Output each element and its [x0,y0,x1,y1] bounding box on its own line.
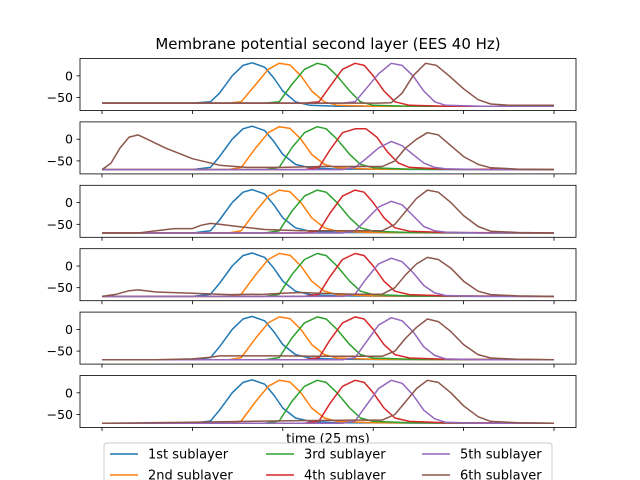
y-tick-label: 0 [65,385,73,400]
series-line-4th-sublayer [102,379,555,424]
series-line-5th-sublayer [102,316,554,361]
series-line-5th-sublayer [102,62,554,107]
legend-label-2nd-sublayer: 2nd sublayer [148,469,233,480]
axes-frame [79,248,577,302]
series-line-1st-sublayer [102,188,554,234]
series-line-4th-sublayer [102,62,554,107]
y-tick-label: −50 [47,407,73,422]
axes-frame [79,311,577,365]
series-line-1st-sublayer [102,62,554,107]
series-line-6th-sublayer [102,189,555,234]
axes-frame [79,58,577,111]
axes-frame [79,375,577,428]
subplot-panel-5: 0−50 [47,311,577,368]
series-line-1st-sublayer [102,125,554,171]
legend-label-1st-sublayer: 1st sublayer [148,448,229,463]
y-tick-label: 0 [65,132,73,147]
axes-frame [79,121,577,175]
series-line-2nd-sublayer [102,316,555,361]
series-line-4th-sublayer [102,189,555,234]
series-line-3rd-sublayer [102,125,555,171]
series-line-2nd-sublayer [102,125,555,171]
y-tick-label: −50 [47,90,73,105]
series-line-6th-sublayer [102,62,554,107]
legend-box [103,442,553,480]
axes-frame [79,184,577,238]
y-tick-label: −50 [47,280,73,295]
subplot-panel-6: 0−50 [47,375,577,431]
series-line-2nd-sublayer [102,62,554,107]
subplot-panel-3: 0−50 [47,184,577,241]
y-tick-label: 0 [65,322,73,337]
series-line-5th-sublayer [102,140,554,171]
subplot-panel-2: 0−50 [47,121,577,178]
series-line-1st-sublayer [102,315,554,361]
series-line-4th-sublayer [102,316,555,361]
series-line-6th-sublayer [102,318,555,361]
y-tick-label: −50 [47,217,73,232]
y-tick-label: −50 [47,344,73,359]
subplot-panel-1: 0−50 [47,58,577,114]
series-line-1st-sublayer [102,252,554,298]
series-line-5th-sublayer [102,379,554,424]
series-line-6th-sublayer [101,131,555,171]
series-line-3rd-sublayer [102,62,554,107]
series-line-3rd-sublayer [102,316,555,361]
legend-label-3rd-sublayer: 3rd sublayer [304,448,386,463]
chart-title: Membrane potential second layer (EES 40 … [155,35,500,53]
series-line-3rd-sublayer [102,379,555,424]
subplot-panels: 0−500−500−500−500−500−50 [47,58,577,431]
y-tick-label: 0 [65,195,73,210]
legend: 1st sublayer 2nd sublayer 3rd sublayer 4th … [103,442,553,480]
legend-label-6th-sublayer: 6th sublayer [460,469,542,480]
legend-label-4th-sublayer: 4th sublayer [304,469,386,480]
series-line-2nd-sublayer [102,252,555,298]
y-tick-label: 0 [65,68,73,83]
series-line-4th-sublayer [102,128,555,171]
legend-label-5th-sublayer: 5th sublayer [460,448,542,463]
y-tick-label: 0 [65,259,73,274]
series-line-3rd-sublayer [102,189,555,234]
subplot-panel-4: 0−50 [47,248,577,305]
series-line-1st-sublayer [102,379,554,424]
series-line-2nd-sublayer [102,379,555,424]
y-tick-label: −50 [47,153,73,168]
series-line-6th-sublayer [101,379,555,424]
series-line-4th-sublayer [102,252,555,298]
series-line-3rd-sublayer [102,252,555,298]
series-line-5th-sublayer [102,257,554,298]
series-line-2nd-sublayer [102,189,555,234]
series-line-6th-sublayer [101,256,555,298]
